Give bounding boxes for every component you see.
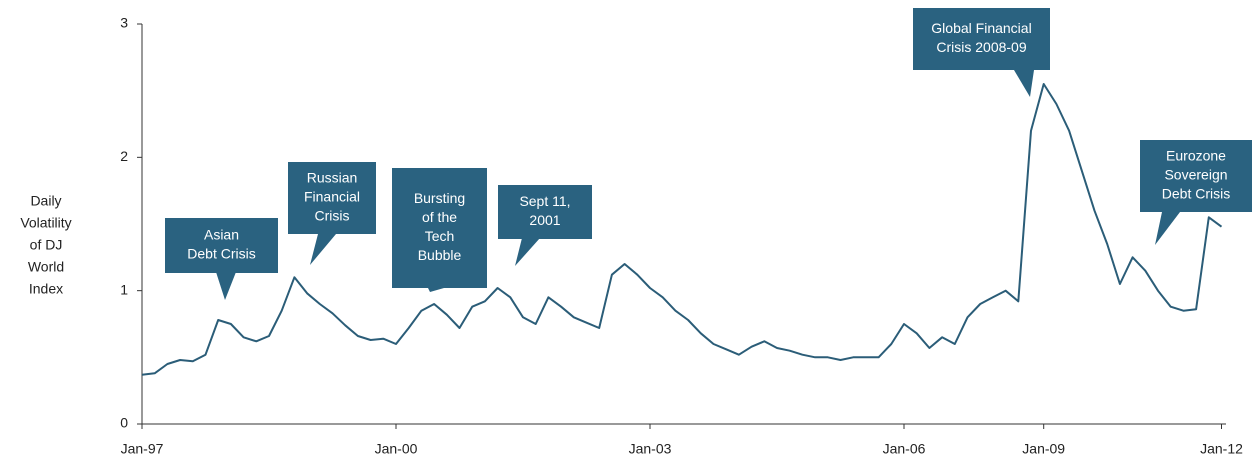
callout-text: Debt Crisis xyxy=(1162,186,1230,202)
callout: Eurozone Sovereign Debt Crisis xyxy=(1140,140,1252,245)
y-tick-label: 2 xyxy=(120,148,128,164)
x-tick-label: Jan-00 xyxy=(375,441,418,457)
y-axis-label: Index xyxy=(29,281,63,297)
callout-pointer xyxy=(1155,212,1180,245)
y-tick-label: 3 xyxy=(120,15,128,31)
callout-text: Sovereign xyxy=(1164,167,1227,183)
callout: Asian Debt Crisis xyxy=(165,218,278,300)
callout-box xyxy=(1140,140,1252,212)
callout-text: Asian xyxy=(204,227,239,243)
callout-pointer xyxy=(216,272,236,300)
callout-text: Eurozone xyxy=(1166,148,1226,164)
y-axis-label: Volatility xyxy=(20,215,71,231)
data-line xyxy=(141,83,1223,376)
callout-text: Crisis xyxy=(315,208,350,224)
callout-text: Russian xyxy=(307,170,358,186)
callout-pointer xyxy=(1014,70,1034,97)
callout-box xyxy=(165,218,278,273)
y-tick-label: 1 xyxy=(120,281,128,297)
callout-text: Global Financial xyxy=(931,20,1031,36)
callout: Global Financial Crisis 2008-09 xyxy=(913,8,1050,97)
callout-text: Bursting xyxy=(414,190,465,206)
y-axis-label: Daily xyxy=(30,193,61,209)
callout-box xyxy=(288,162,376,234)
x-tick-label: Jan-97 xyxy=(121,441,164,457)
callout: Sept 11, 2001 xyxy=(498,185,592,266)
callout: Russian Financial Crisis xyxy=(288,162,376,265)
callout-pointer xyxy=(515,238,540,266)
callout-pointer xyxy=(310,234,336,265)
callout: Bursting of the Tech Bubble xyxy=(392,168,487,292)
callout-pointer xyxy=(428,288,444,292)
y-axis-label: World xyxy=(28,259,64,275)
x-tick-label: Jan-12 xyxy=(1200,441,1243,457)
callout-text: Sept 11, xyxy=(519,193,570,209)
x-tick-label: Jan-03 xyxy=(629,441,672,457)
callout-text: Debt Crisis xyxy=(187,246,255,262)
callout-text: Financial xyxy=(304,189,360,205)
callout-text: 2001 xyxy=(529,212,560,228)
callout-text: Crisis 2008-09 xyxy=(936,39,1026,55)
callout-box xyxy=(392,168,487,288)
x-tick-label: Jan-06 xyxy=(883,441,926,457)
callout-text: Tech xyxy=(425,228,455,244)
callout-box xyxy=(498,185,592,239)
callout-box xyxy=(913,8,1050,70)
y-axis-label: of DJ xyxy=(30,237,63,253)
y-tick-label: 0 xyxy=(120,415,128,431)
x-tick-label: Jan-09 xyxy=(1022,441,1065,457)
callout-text: Bubble xyxy=(418,247,462,263)
callout-text: of the xyxy=(422,209,457,225)
